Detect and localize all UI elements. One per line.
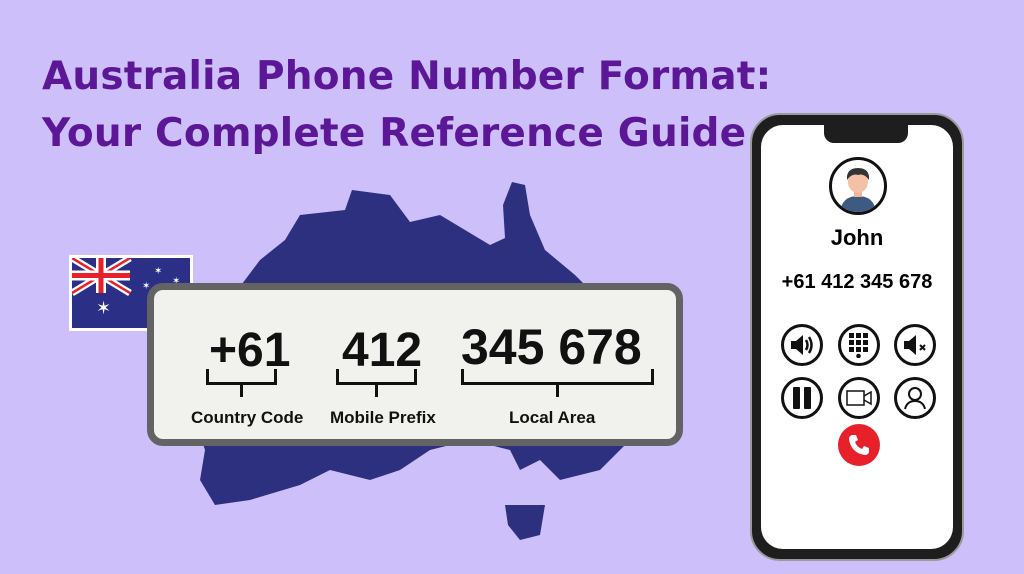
mobile-prefix-bracket	[336, 369, 417, 397]
mobile-prefix-value: 412	[342, 324, 423, 377]
svg-text:✶: ✶	[142, 281, 150, 292]
mute-icon	[904, 335, 926, 355]
end-call-button[interactable]	[838, 424, 880, 466]
hold-icon	[793, 387, 811, 409]
mobile-prefix-label: Mobile Prefix	[330, 408, 436, 427]
contact-name: John	[830, 225, 884, 250]
title-line-1: Australia Phone Number Format:	[42, 54, 772, 99]
title-line-2: Your Complete Reference Guide	[42, 111, 747, 156]
svg-text:✶: ✶	[154, 266, 162, 277]
page-title: Australia Phone Number Format: Your Comp…	[42, 48, 771, 162]
local-area-label: Local Area	[509, 408, 596, 427]
svg-text:✶: ✶	[96, 298, 111, 319]
end-call-icon	[849, 435, 869, 455]
svg-text:✶: ✶	[172, 276, 180, 287]
call-screen: John +61 412 345 678	[761, 125, 953, 549]
contact-button[interactable]	[894, 377, 936, 419]
phone-notch	[824, 125, 908, 143]
country-code-label: Country Code	[191, 408, 304, 427]
australian-flag: ✶ ✶✶ ✶✶ ✶	[69, 255, 193, 331]
phone-number: +61 412 345 678	[781, 271, 933, 293]
local-area-value: 345 678	[461, 319, 642, 375]
country-code-bracket	[206, 369, 277, 397]
speaker-icon	[791, 335, 813, 355]
mute-button[interactable]	[894, 324, 936, 366]
keypad-icon	[849, 333, 868, 358]
avatar	[829, 157, 887, 215]
number-breakdown-card: +61 Country Code 412 Mobile Prefix 345 6…	[147, 283, 683, 446]
speaker-button[interactable]	[781, 324, 823, 366]
country-code-value: +61	[209, 324, 291, 377]
keypad-button[interactable]	[838, 324, 880, 366]
contact-icon	[904, 387, 926, 410]
local-area-bracket	[461, 369, 654, 397]
phone-mockup: John +61 412 345 678	[750, 113, 964, 561]
video-icon	[846, 390, 872, 406]
hold-button[interactable]	[781, 377, 823, 419]
video-button[interactable]	[838, 377, 880, 419]
